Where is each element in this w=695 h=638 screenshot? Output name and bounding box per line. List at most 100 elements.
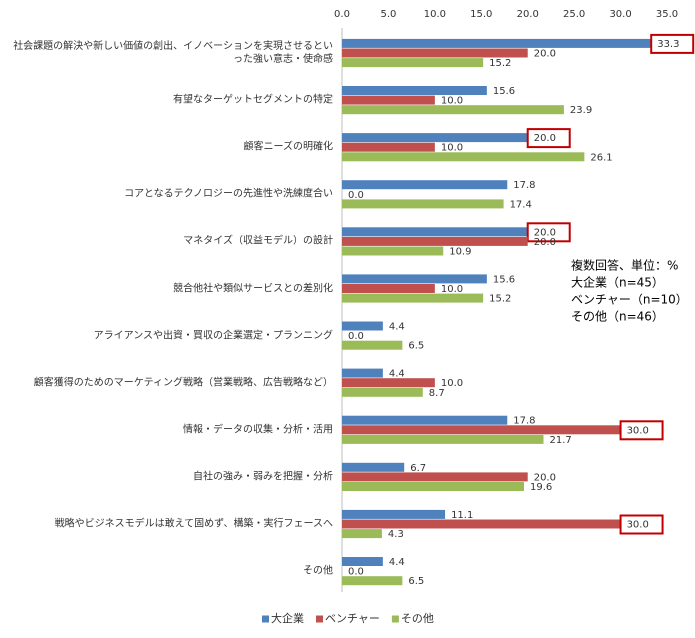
data-label: 0.0 (348, 190, 364, 201)
highlight-box (526, 128, 571, 149)
x-tick-label: 0.0 (334, 9, 350, 20)
bar (342, 293, 484, 303)
data-label: 10.0 (441, 96, 463, 107)
category-label: その他 (303, 565, 333, 577)
highlight-box (619, 420, 664, 441)
x-tick-label: 20.0 (517, 9, 539, 20)
bar (342, 58, 484, 68)
highlight-box (619, 514, 664, 535)
bar (342, 86, 487, 95)
bar (342, 152, 585, 162)
legend-swatch (391, 615, 399, 623)
bar (342, 557, 383, 566)
data-label: 10.0 (441, 378, 463, 389)
category-label: 社会課題の解決や新しい価値の創出、イノベーションを実現させるといった強い意志・使… (13, 41, 333, 65)
bar (342, 509, 446, 519)
bar (342, 236, 528, 246)
bar (342, 368, 383, 378)
x-tick-label: 15.0 (470, 9, 492, 20)
data-label: 0.0 (348, 331, 364, 342)
note: ベンチャー（n=10） (571, 293, 688, 307)
data-label: 17.8 (513, 180, 535, 191)
bar (342, 95, 435, 105)
bar (342, 227, 528, 237)
category-label: コアとなるテクノロジーの先進性や洗練度合い (124, 188, 333, 200)
bar (342, 38, 652, 48)
data-label: 20.0 (534, 227, 556, 238)
bar (342, 378, 435, 388)
bar (342, 321, 383, 331)
data-label: 15.6 (493, 274, 515, 285)
data-label: 19.6 (530, 482, 552, 493)
note: 大企業（n=45） (571, 275, 664, 290)
legend-label: 大企業 (271, 611, 304, 625)
bar (342, 340, 403, 350)
data-label: 4.4 (389, 369, 405, 380)
category-label: マネタイズ（収益モデル）の設計 (183, 235, 333, 247)
data-label: 4.4 (389, 557, 405, 568)
data-label: 4.3 (388, 529, 404, 540)
data-label: 30.0 (627, 520, 649, 531)
data-label: 20.0 (534, 133, 556, 144)
bar (342, 434, 544, 444)
data-label: 11.1 (451, 510, 473, 521)
data-label: 20.0 (534, 237, 556, 248)
bar (342, 199, 504, 209)
bar (342, 415, 508, 425)
category-label: 顧客ニーズの明確化 (243, 141, 334, 153)
legend-label: その他 (401, 612, 434, 625)
bar (342, 387, 423, 397)
data-label: 20.0 (534, 472, 556, 483)
data-label: 10.0 (441, 143, 463, 154)
data-label: 23.9 (570, 105, 592, 116)
bar (342, 105, 564, 115)
data-label: 33.3 (657, 39, 679, 50)
x-tick-label: 5.0 (380, 9, 396, 20)
bar (342, 462, 405, 472)
data-label: 30.0 (627, 425, 649, 436)
bar (342, 180, 508, 190)
data-label: 15.6 (493, 86, 515, 97)
note: その他（n=46） (571, 310, 664, 324)
highlight-box (650, 33, 695, 54)
bar (342, 519, 621, 529)
data-label: 6.7 (410, 463, 426, 474)
data-label: 20.0 (534, 49, 556, 60)
category-label: アライアンスや出資・買収の企業選定・プランニング (93, 330, 333, 342)
data-label: 17.4 (510, 199, 532, 210)
bar (342, 284, 435, 293)
data-label: 6.5 (408, 576, 424, 587)
bar (342, 133, 528, 143)
data-label: 15.2 (489, 58, 511, 69)
data-label: 10.0 (441, 284, 463, 295)
bar (342, 246, 444, 256)
category-label: 自社の強み・弱みを把握・分析 (193, 471, 333, 483)
bar (342, 576, 403, 586)
data-label: 0.0 (348, 567, 364, 578)
bar (342, 472, 528, 482)
x-tick-label: 30.0 (609, 9, 631, 20)
x-tick-label: 10.0 (424, 9, 446, 20)
category-label: 戦略やビジネスモデルは敢えて固めず、構築・実行フェースへ (54, 518, 333, 530)
category-label: 情報・データの収集・分析・活用 (183, 424, 333, 436)
data-label: 21.7 (550, 435, 572, 446)
data-label: 8.7 (429, 388, 445, 399)
highlight-box (526, 222, 571, 243)
data-label: 6.5 (408, 341, 424, 352)
note: 複数回答、単位：% (571, 258, 678, 273)
data-label: 17.8 (513, 416, 535, 427)
bar (342, 425, 621, 435)
data-label: 4.4 (389, 322, 405, 333)
category-label: 顧客獲得のためのマーケティング戦略（営業戦略、広告戦略など） (33, 377, 333, 389)
bar (342, 142, 435, 152)
category-label: 競合他社や類似サービスとの差別化 (173, 283, 333, 294)
legend-swatch (262, 615, 269, 623)
bar (342, 274, 487, 284)
bar (342, 48, 528, 58)
x-tick-label: 35.0 (656, 9, 678, 20)
bar (342, 482, 524, 491)
category-label: 有望なターゲットセグメントの特定 (173, 94, 333, 106)
legend-label: ベンチャー (325, 612, 380, 625)
